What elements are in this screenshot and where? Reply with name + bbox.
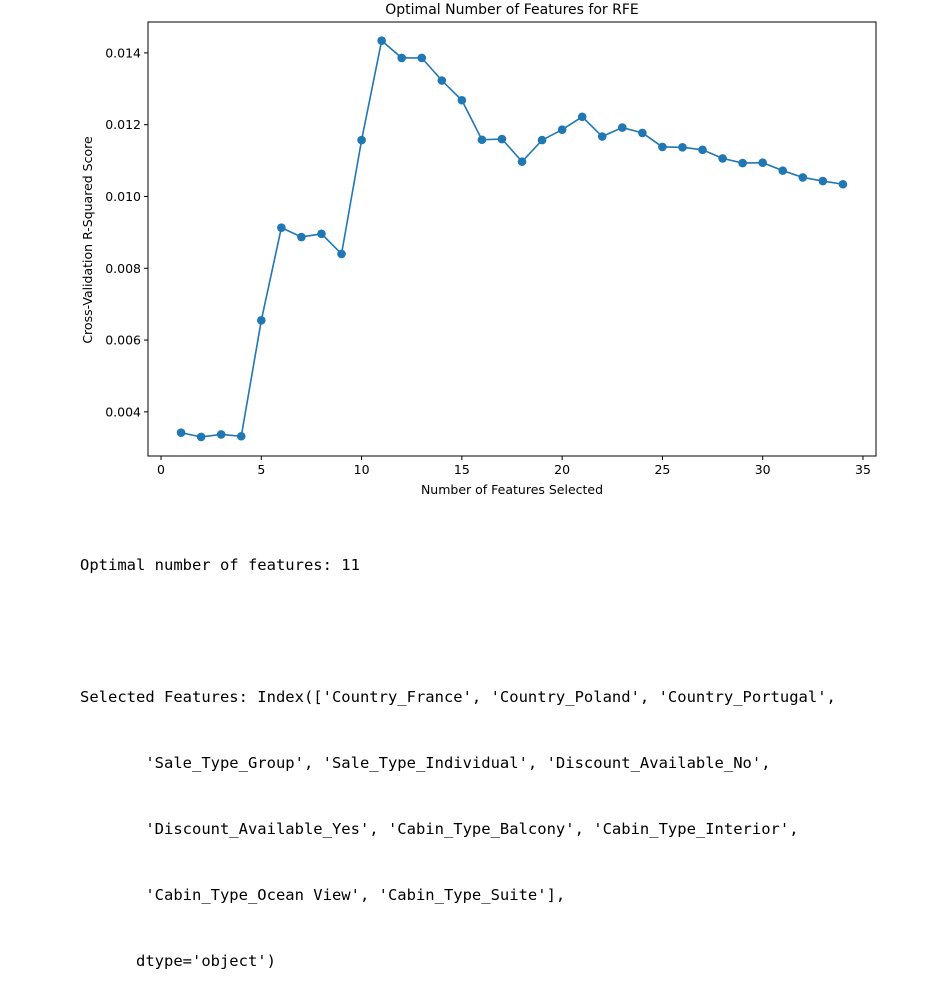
data-point xyxy=(698,145,707,155)
data-point xyxy=(778,166,788,175)
data-point xyxy=(477,135,487,145)
data-point xyxy=(317,229,326,239)
output-line: 'Sale_Type_Group', 'Sale_Type_Individual… xyxy=(80,754,771,772)
data-point xyxy=(597,132,607,141)
y-axis-label: Cross-Validation R-Squared Score xyxy=(80,136,95,344)
data-point xyxy=(196,432,206,442)
data-point xyxy=(517,157,527,166)
data-point xyxy=(658,142,667,152)
cell-output: Optimal number of features: 11 Selected … xyxy=(80,510,836,994)
data-point xyxy=(297,232,306,242)
data-point xyxy=(557,125,567,134)
data-point xyxy=(738,158,747,168)
plot-frame xyxy=(147,21,877,457)
data-point xyxy=(678,142,687,152)
output-line: Selected Features: Index(['Country_Franc… xyxy=(80,688,836,706)
output-line: 'Cabin_Type_Ocean View', 'Cabin_Type_Sui… xyxy=(80,886,566,904)
data-point xyxy=(176,428,186,437)
y-tick-label: 0.004 xyxy=(105,404,141,419)
data-point xyxy=(216,430,226,439)
data-point xyxy=(417,53,427,63)
output-line: 'Discount_Available_Yes', 'Cabin_Type_Ba… xyxy=(80,820,799,838)
data-point xyxy=(537,135,547,145)
data-point xyxy=(357,135,366,145)
output-line: Optimal number of features: 11 xyxy=(80,556,360,574)
data-point xyxy=(618,123,627,132)
x-tick-label: 30 xyxy=(755,462,771,477)
rfe-chart: Optimal Number of Features for RFE 0 5 10 1… xyxy=(80,2,877,497)
x-axis-label: Number of Features Selected xyxy=(421,482,603,497)
series-line xyxy=(180,39,844,438)
chart-title: Optimal Number of Features for RFE xyxy=(385,2,638,18)
output-line xyxy=(80,620,836,642)
data-point xyxy=(257,316,266,325)
data-point xyxy=(277,223,286,232)
x-tick-label: 10 xyxy=(354,462,370,477)
data-point xyxy=(758,158,767,168)
x-tick-label: 15 xyxy=(454,462,470,477)
data-point xyxy=(798,173,808,182)
data-point xyxy=(377,36,386,45)
data-point xyxy=(577,112,587,122)
data-point xyxy=(437,76,447,85)
data-point xyxy=(397,53,406,63)
y-tick-label: 0.012 xyxy=(105,117,141,132)
y-tick-label: 0.010 xyxy=(105,189,141,204)
y-tick-label: 0.008 xyxy=(105,261,141,276)
output-line: dtype='object') xyxy=(80,952,276,970)
y-tick-label: 0.014 xyxy=(105,45,141,60)
x-tick-label: 0 xyxy=(157,462,165,477)
data-point xyxy=(497,134,507,144)
data-point xyxy=(457,95,467,105)
plot-area: 0 5 10 15 20 25 30 35 0.004 0.006 0.008 0.010 0.012 0… xyxy=(105,21,877,477)
data-point xyxy=(718,154,727,163)
data-point xyxy=(236,431,246,441)
x-tick-label: 35 xyxy=(855,462,871,477)
x-tick-label: 25 xyxy=(654,462,670,477)
data-point xyxy=(638,128,647,138)
data-point xyxy=(337,249,346,259)
x-tick-label: 20 xyxy=(554,462,570,477)
x-tick-label: 5 xyxy=(257,462,265,477)
data-point xyxy=(838,179,848,189)
y-tick-label: 0.006 xyxy=(105,333,141,348)
data-point xyxy=(818,176,828,186)
